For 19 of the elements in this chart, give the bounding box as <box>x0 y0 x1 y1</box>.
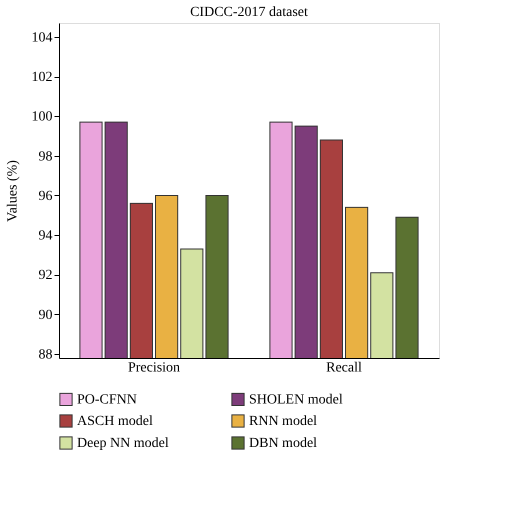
y-tick-label: 100 <box>32 110 52 125</box>
y-tick-label: 98 <box>38 149 52 164</box>
y-tick-label: 90 <box>38 308 52 323</box>
y-tick-label: 102 <box>32 70 52 86</box>
y-tick-label: 92 <box>38 268 52 284</box>
x-tick-label: Recall <box>326 360 362 376</box>
y-axis-title: Values (%) <box>6 160 20 222</box>
legend-label: PO-CFNN <box>77 392 137 408</box>
legend-label: RNN model <box>249 414 318 429</box>
legend-label: Deep NN model <box>77 436 169 451</box>
legend-label: ASCH model <box>77 414 153 429</box>
chart-title: CIDCC-2017 dataset <box>190 5 308 20</box>
y-tick-label: 88 <box>38 348 52 363</box>
legend-label: SHOLEN model <box>249 392 343 408</box>
y-tick-label: 96 <box>38 188 52 204</box>
legend-label: DBN model <box>249 436 318 451</box>
y-tick-label: 94 <box>38 228 52 244</box>
x-tick-label: Precision <box>128 360 180 376</box>
y-tick-label: 104 <box>32 30 52 46</box>
